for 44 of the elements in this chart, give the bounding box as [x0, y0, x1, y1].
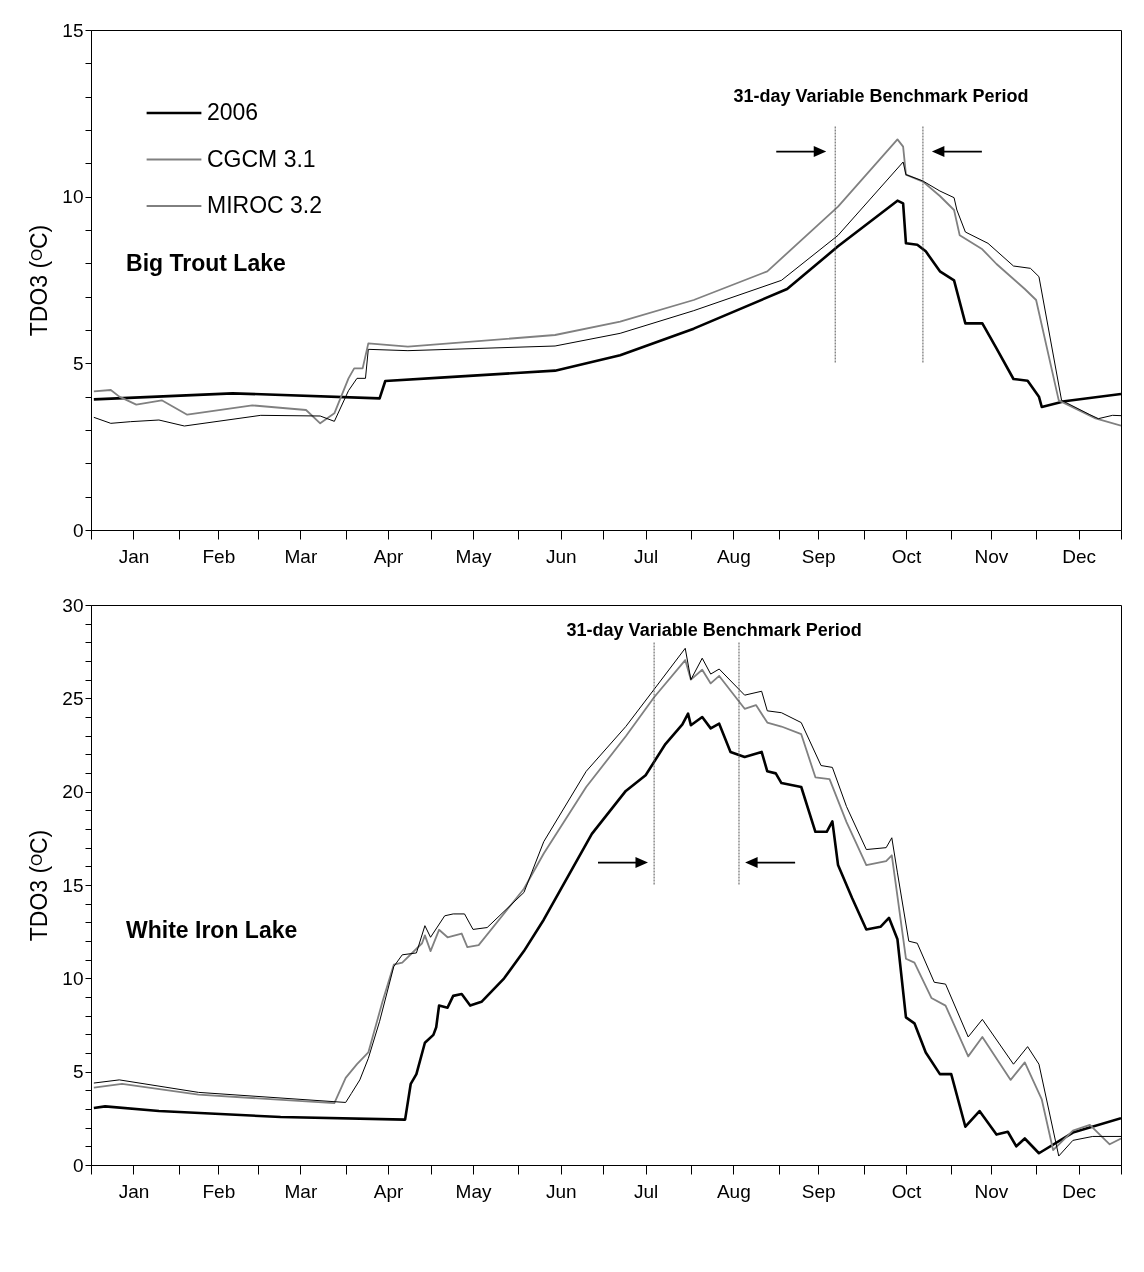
y-tick-label: 10: [62, 967, 84, 989]
y-tick-label: 20: [62, 781, 84, 803]
x-tick-label: May: [455, 545, 492, 567]
x-tick-label: Apr: [373, 545, 405, 567]
x-tick-label: Mar: [284, 545, 318, 567]
y-axis-title: TDO3 (ᴼC): [26, 829, 53, 942]
x-tick-label: Mar: [284, 1180, 318, 1202]
x-tick-label: Jan: [118, 1180, 150, 1202]
annotation: White Iron Lake: [126, 916, 298, 943]
y-axis-title: TDO3 (ᴼC): [26, 224, 53, 337]
legend-label: MIROC 3.2: [207, 192, 323, 218]
legend-label: 2006: [207, 99, 259, 125]
x-tick-label: Apr: [373, 1180, 405, 1202]
annotation: 31-day Variable Benchmark Period: [566, 620, 862, 641]
x-tick-label: Oct: [891, 545, 922, 567]
legend-label: CGCM 3.1: [207, 145, 316, 172]
y-tick-label: 0: [72, 519, 84, 541]
x-tick-label: Sep: [801, 1180, 836, 1202]
y-tick-label: 25: [62, 687, 84, 709]
annotation: Big Trout Lake: [126, 249, 286, 276]
y-tick-label: 5: [72, 352, 84, 374]
x-tick-label: Jul: [633, 545, 659, 567]
annotation: 31-day Variable Benchmark Period: [733, 85, 1029, 106]
y-tick-label: 15: [62, 19, 84, 41]
x-tick-label: Aug: [716, 1180, 751, 1202]
x-tick-label: Nov: [974, 1180, 1009, 1202]
x-tick-label: Feb: [202, 1180, 236, 1202]
x-tick-label: Jan: [118, 545, 150, 567]
x-tick-label: Sep: [801, 545, 836, 567]
x-tick-label: Jul: [633, 1180, 659, 1202]
x-tick-label: Jun: [545, 1180, 577, 1202]
y-tick-label: 5: [72, 1061, 84, 1083]
y-tick-label: 15: [62, 874, 84, 896]
x-tick-label: Aug: [716, 545, 751, 567]
x-tick-label: Jun: [545, 545, 577, 567]
x-tick-label: Oct: [891, 1180, 922, 1202]
x-tick-label: Dec: [1062, 545, 1096, 567]
x-tick-label: Feb: [202, 545, 236, 567]
x-tick-label: May: [455, 1180, 492, 1202]
x-tick-label: Dec: [1062, 1180, 1096, 1202]
y-tick-label: 10: [62, 186, 84, 208]
y-tick-label: 0: [72, 1154, 84, 1176]
x-tick-label: Nov: [974, 545, 1009, 567]
y-tick-label: 30: [62, 594, 84, 616]
